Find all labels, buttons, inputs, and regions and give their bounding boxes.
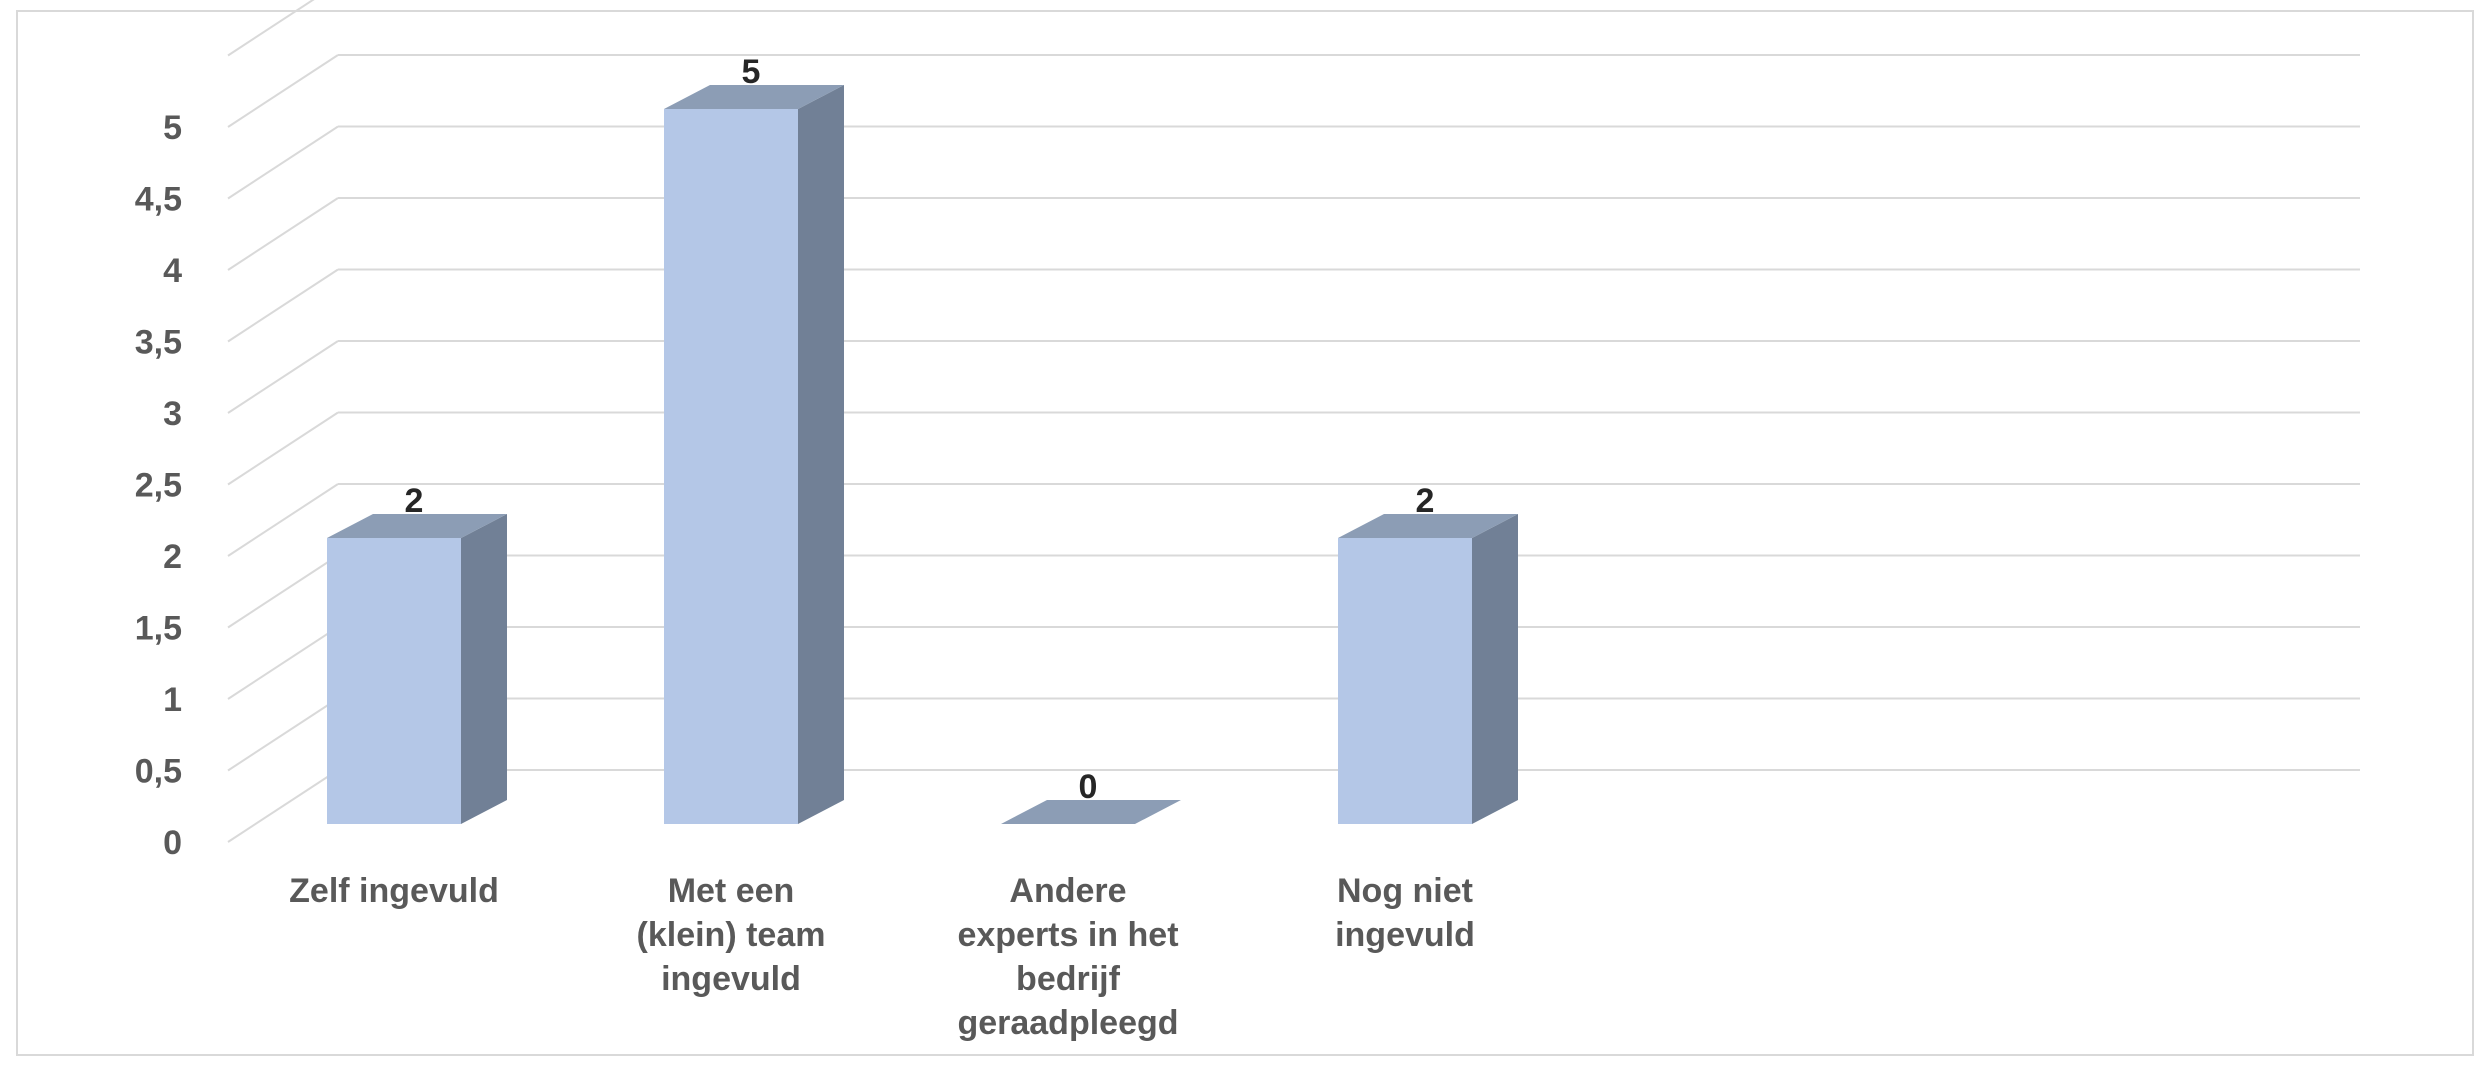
data-label: 5 [742,53,761,91]
x-category-label: Zelf ingevuld [289,872,499,910]
gridline-diagonal [227,125,339,200]
gridline-diagonal [227,54,339,128]
x-category-line: ingevuld [1335,916,1475,954]
x-axis-categories: Zelf ingevuld Met een (klein) team ingevuld… [289,872,1475,1042]
bar [664,85,844,824]
x-category-line: bedrijf [1016,960,1121,998]
bar [327,514,507,824]
gridline-diagonal [227,554,339,629]
x-category-line: Nog niet [1337,872,1473,910]
y-tick-label: 1 [163,681,182,719]
gridline-diagonal [227,626,339,700]
x-category-line: Andere [1009,872,1126,910]
gridline-diagonal [227,769,339,843]
x-category-label: Nog niet ingevuld [1335,872,1475,954]
y-tick-label: 0,5 [135,753,182,791]
y-tick-label: 4,5 [135,181,182,219]
x-category-label: Andere experts in het bedrijf geraadpleegd [957,872,1178,1042]
y-tick-label: 0 [163,824,182,862]
y-tick-label: 2 [163,538,182,576]
gridline-diagonal [227,697,339,772]
data-labels: 2 5 0 2 [405,53,1435,806]
bar-top [1001,800,1181,824]
y-tick-label: 1,5 [135,610,182,648]
x-category-line: (klein) team [637,916,826,954]
bar-side [1472,514,1518,824]
gridlines [227,0,2360,843]
data-label: 2 [405,482,424,520]
data-label: 0 [1079,768,1098,806]
y-axis-ticks: 0 0,5 1 1,5 2 2,5 3 3,5 4 4,5 5 [135,109,182,862]
x-category-line: Met een [668,872,795,910]
bar-front [327,538,461,824]
gridline-diagonal [227,268,339,343]
x-category-line: Zelf ingevuld [289,872,499,910]
x-category-label: Met een (klein) team ingevuld [637,872,826,998]
y-tick-label: 5 [163,109,182,147]
bar-top [1338,514,1518,538]
y-tick-label: 3 [163,395,182,433]
data-label: 2 [1416,482,1435,520]
bar [1338,514,1518,824]
bar-top [664,85,844,109]
y-tick-label: 4 [163,252,182,290]
gridline-diagonal [227,340,339,414]
gridline-diagonal [227,483,339,557]
x-category-line: experts in het [957,916,1178,954]
y-tick-label: 2,5 [135,467,182,505]
bar [1001,800,1181,824]
bar-front [664,109,798,824]
bars [327,85,1518,824]
gridline-diagonal [227,197,339,271]
x-category-line: geraadpleegd [957,1004,1178,1042]
bar-top [327,514,507,538]
bar-side [798,85,844,824]
gridline-diagonal [227,0,315,57]
bar-side [461,514,507,824]
x-category-line: ingevuld [661,960,801,998]
gridline-diagonal [227,411,339,486]
y-tick-label: 3,5 [135,324,182,362]
bar-front [1338,538,1472,824]
